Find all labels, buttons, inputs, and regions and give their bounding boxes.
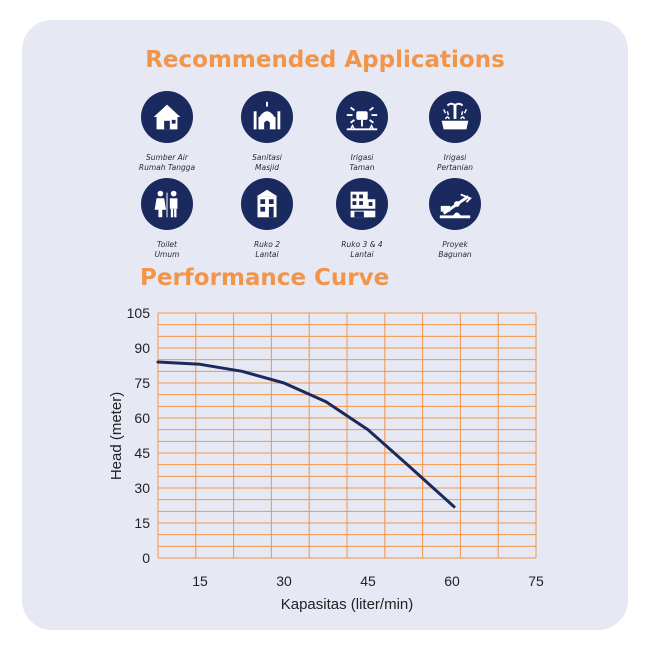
app-multi-storey-shop: Ruko 3 & 4 Lantai [302,178,422,260]
app-label: Ruko 2 Lantai [253,240,281,259]
app-garden-irrigation: Irigasi Taman [302,91,422,173]
farm-irrigation-icon [429,91,481,143]
chart-ticks: 0 15 30 45 60 75 90 105 15 30 45 60 75 [127,305,544,589]
app-mosque: Sanitasi Masjid [207,91,327,173]
app-label: Toilet Umum [154,240,180,259]
x-axis-label: Kapasitas (liter/min) [281,596,414,613]
applications-title: Recommended Applications [145,47,505,73]
y-tick-label: 105 [127,305,151,321]
restroom-icon [141,178,193,230]
y-tick-label: 60 [134,410,150,426]
app-label: Sumber Air Rumah Tangga [138,153,196,172]
app-house: Sumber Air Rumah Tangga [107,91,227,173]
app-construction-project: Proyek Bagunan [395,178,515,260]
multi-storey-shop-icon [336,178,388,230]
performance-curve-line [156,360,456,509]
mosque-icon [241,91,293,143]
x-tick-label: 30 [276,573,292,589]
y-axis-label: Head (meter) [108,392,125,480]
two-storey-shop-icon [241,178,293,230]
x-tick-label: 75 [528,573,544,589]
house-icon [141,91,193,143]
construction-crane-icon [429,178,481,230]
app-label: Sanitasi Masjid [252,153,282,172]
app-label: Ruko 3 & 4 Lantai [341,240,383,259]
chart-series [156,360,456,509]
y-tick-label: 15 [134,515,150,531]
x-tick-label: 60 [444,573,460,589]
app-label: Irigasi Pertanian [437,153,473,172]
app-label: Proyek Bagunan [438,240,472,259]
app-farm-irrigation: Irigasi Pertanian [395,91,515,173]
garden-sprinkler-icon [336,91,388,143]
y-tick-label: 45 [134,445,150,461]
y-tick-label: 75 [134,375,150,391]
app-two-storey-shop: Ruko 2 Lantai [207,178,327,260]
chart-grid [157,312,537,559]
x-tick-label: 45 [360,573,376,589]
y-tick-label: 90 [134,340,150,356]
performance-title: Performance Curve [140,265,390,291]
y-tick-label: 0 [142,550,150,566]
y-tick-label: 30 [134,480,150,496]
x-tick-label: 15 [192,573,208,589]
app-public-toilet: Toilet Umum [107,178,227,260]
app-label: Irigasi Taman [349,153,375,172]
